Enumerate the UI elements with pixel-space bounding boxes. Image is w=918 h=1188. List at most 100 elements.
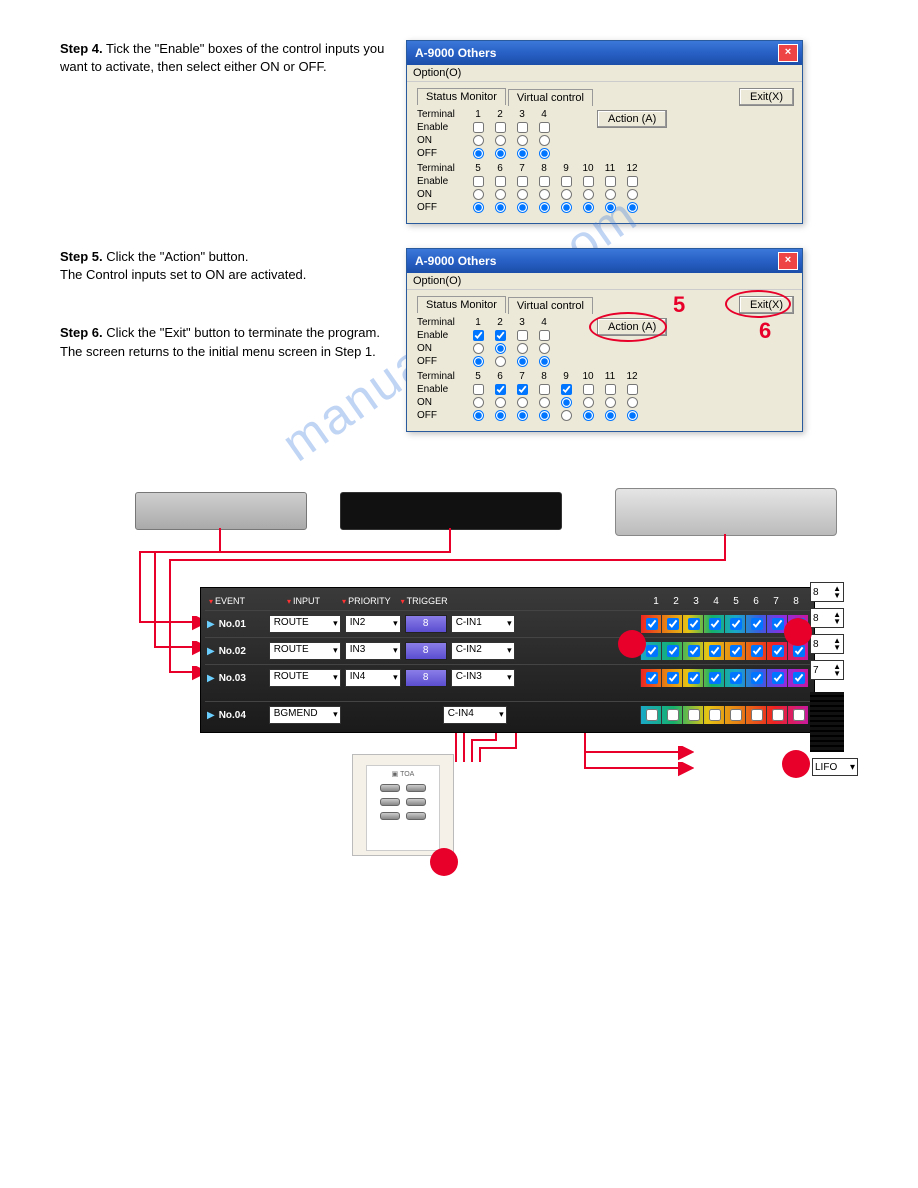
d2-on2-7[interactable]: [605, 397, 616, 408]
zone-chk[interactable]: [730, 618, 742, 630]
zone-chk[interactable]: [646, 672, 658, 684]
d1-off2-8[interactable]: [627, 202, 638, 213]
zone-chk[interactable]: [751, 618, 763, 630]
d2-on2-2[interactable]: [495, 397, 506, 408]
d2-on2-4[interactable]: [539, 397, 550, 408]
d1-en2-3[interactable]: [517, 176, 528, 187]
zone-1-1[interactable]: [640, 615, 661, 633]
zone-4-3[interactable]: [682, 706, 703, 724]
d1-on1-4[interactable]: [539, 135, 550, 146]
spinner-3[interactable]: 8▲▼: [810, 634, 844, 654]
tab-virtual[interactable]: Virtual control: [508, 89, 593, 106]
d2-en2-2[interactable]: [495, 384, 506, 395]
d1-on2-5[interactable]: [561, 189, 572, 200]
zone-chk[interactable]: [793, 709, 805, 721]
event-select[interactable]: ROUTE: [269, 615, 341, 633]
d2-on1-2[interactable]: [495, 343, 506, 354]
d2-on2-8[interactable]: [627, 397, 638, 408]
d1-on2-8[interactable]: [627, 189, 638, 200]
d1-on1-3[interactable]: [517, 135, 528, 146]
zone-chk[interactable]: [709, 645, 721, 657]
zone-3-1[interactable]: [640, 669, 661, 687]
zone-chk[interactable]: [709, 672, 721, 684]
d2-en2-7[interactable]: [605, 384, 616, 395]
exit-button[interactable]: Exit(X): [739, 88, 794, 106]
d2-en2-8[interactable]: [627, 384, 638, 395]
d1-off2-2[interactable]: [495, 202, 506, 213]
d2-off2-1[interactable]: [473, 410, 484, 421]
zone-chk[interactable]: [667, 645, 679, 657]
d2-en1-4[interactable]: [539, 330, 550, 341]
zone-4-8[interactable]: [787, 706, 808, 724]
d2-off1-3[interactable]: [517, 356, 528, 367]
d1-en1-4[interactable]: [539, 122, 550, 133]
spinner-4[interactable]: 7▲▼: [810, 660, 844, 680]
trigger-select[interactable]: C-IN4: [443, 706, 507, 724]
zone-chk[interactable]: [688, 672, 700, 684]
zone-3-4[interactable]: [703, 669, 724, 687]
zone-3-7[interactable]: [766, 669, 787, 687]
row-chevron-icon[interactable]: ▶: [207, 710, 215, 721]
dialog2-menu[interactable]: Option(O): [407, 273, 802, 290]
d1-en1-3[interactable]: [517, 122, 528, 133]
zone-chk[interactable]: [688, 709, 700, 721]
d2-en2-1[interactable]: [473, 384, 484, 395]
dialog1-menu[interactable]: Option(O): [407, 65, 802, 82]
d2-en2-3[interactable]: [517, 384, 528, 395]
zone-chk[interactable]: [772, 709, 784, 721]
trigger-select[interactable]: C-IN1: [451, 615, 515, 633]
zone-2-3[interactable]: [682, 642, 703, 660]
zone-3-2[interactable]: [661, 669, 682, 687]
d2-off2-8[interactable]: [627, 410, 638, 421]
zone-chk[interactable]: [667, 709, 679, 721]
d1-on2-2[interactable]: [495, 189, 506, 200]
zone-chk[interactable]: [667, 618, 679, 630]
d2-en1-1[interactable]: [473, 330, 484, 341]
zone-chk[interactable]: [772, 672, 784, 684]
zone-chk[interactable]: [793, 645, 805, 657]
row-chevron-icon[interactable]: ▶: [207, 673, 215, 684]
spinner-1[interactable]: 8▲▼: [810, 582, 844, 602]
zone-chk[interactable]: [730, 645, 742, 657]
priority-value[interactable]: 8: [405, 642, 447, 660]
zone-chk[interactable]: [772, 645, 784, 657]
zone-chk[interactable]: [709, 618, 721, 630]
d2-off2-2[interactable]: [495, 410, 506, 421]
d1-en2-4[interactable]: [539, 176, 550, 187]
d1-en1-2[interactable]: [495, 122, 506, 133]
zone-chk[interactable]: [751, 645, 763, 657]
d2-en2-4[interactable]: [539, 384, 550, 395]
tab-virtual-2[interactable]: Virtual control: [508, 297, 593, 314]
zone-1-4[interactable]: [703, 615, 724, 633]
d1-off1-2[interactable]: [495, 148, 506, 159]
d1-off2-1[interactable]: [473, 202, 484, 213]
d2-on2-3[interactable]: [517, 397, 528, 408]
d1-on1-1[interactable]: [473, 135, 484, 146]
d2-on2-6[interactable]: [583, 397, 594, 408]
zone-1-2[interactable]: [661, 615, 682, 633]
d2-en1-2[interactable]: [495, 330, 506, 341]
zone-3-6[interactable]: [745, 669, 766, 687]
zone-chk[interactable]: [751, 709, 763, 721]
d2-off2-4[interactable]: [539, 410, 550, 421]
d1-en2-8[interactable]: [627, 176, 638, 187]
zone-chk[interactable]: [751, 672, 763, 684]
priority-value[interactable]: 8: [405, 669, 447, 687]
d1-en2-5[interactable]: [561, 176, 572, 187]
d2-on1-4[interactable]: [539, 343, 550, 354]
close-icon-2[interactable]: ×: [778, 252, 798, 270]
zone-4-1[interactable]: [640, 706, 661, 724]
d1-on2-4[interactable]: [539, 189, 550, 200]
d2-off2-5[interactable]: [561, 410, 572, 421]
d1-on2-7[interactable]: [605, 189, 616, 200]
tab-status[interactable]: Status Monitor: [417, 88, 506, 105]
d1-on2-1[interactable]: [473, 189, 484, 200]
zone-1-3[interactable]: [682, 615, 703, 633]
zone-4-2[interactable]: [661, 706, 682, 724]
event-select[interactable]: ROUTE: [269, 669, 341, 687]
zone-3-8[interactable]: [787, 669, 808, 687]
d2-en2-5[interactable]: [561, 384, 572, 395]
d2-en1-3[interactable]: [517, 330, 528, 341]
d1-en2-6[interactable]: [583, 176, 594, 187]
d2-en2-6[interactable]: [583, 384, 594, 395]
